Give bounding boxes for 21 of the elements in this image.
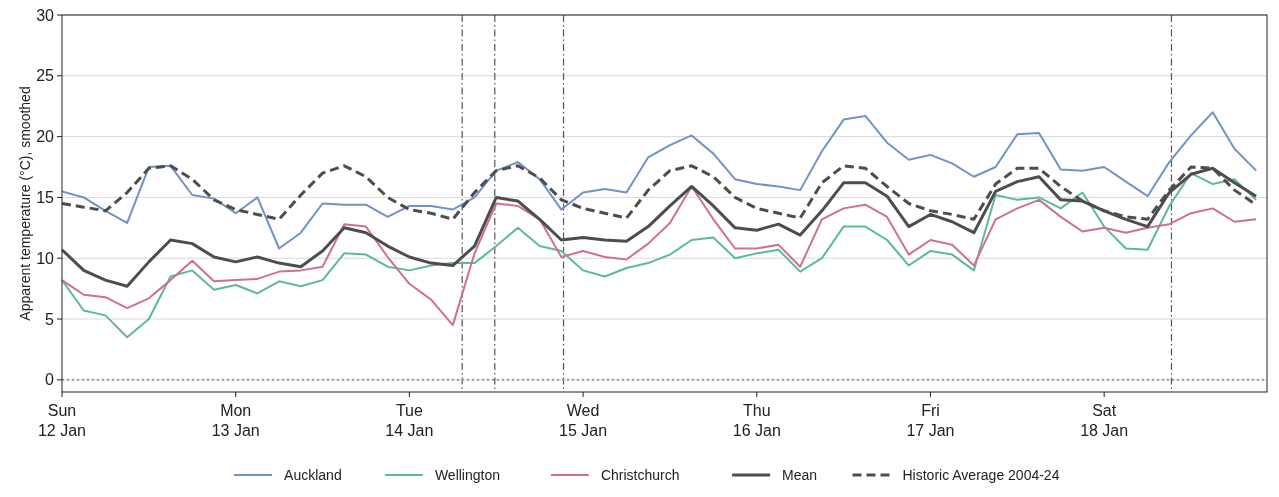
x-tick-label: Mon 13 Jan xyxy=(211,402,260,439)
y-tick-label: 15 xyxy=(36,189,55,207)
legend-label: Wellington xyxy=(434,467,501,483)
y-tick-label: 0 xyxy=(45,371,55,389)
x-tick-label: Sat 18 Jan xyxy=(1080,402,1129,439)
x-tick-label: Thu 16 Jan xyxy=(732,402,781,439)
legend-label: Mean xyxy=(782,467,818,483)
y-tick-label: 30 xyxy=(36,6,55,24)
y-tick-label: 10 xyxy=(36,249,55,267)
y-axis-title: Apparent temperature (°C), smoothed xyxy=(16,86,33,321)
y-tick-label: 20 xyxy=(36,128,55,146)
y-tick-label: 5 xyxy=(45,310,55,328)
legend-label: Historic Average 2004-24 xyxy=(902,467,1060,483)
legend-label: Christchurch xyxy=(600,467,680,483)
x-tick-label: Sun 12 Jan xyxy=(37,402,87,439)
x-tick-label: Wed 15 Jan xyxy=(559,402,608,439)
legend-label: Auckland xyxy=(284,467,342,483)
x-tick-label: Tue 14 Jan xyxy=(385,402,434,439)
line-series xyxy=(61,111,1258,250)
x-tick-label: Fri 17 Jan xyxy=(906,402,955,439)
y-tick-label: 25 xyxy=(36,67,55,85)
